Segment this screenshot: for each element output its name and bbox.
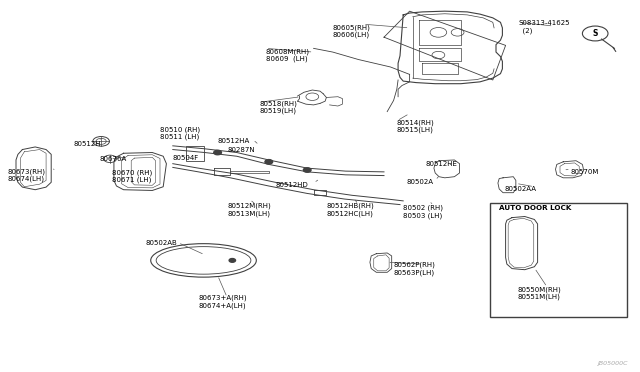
Bar: [186, 146, 204, 161]
Text: 80512HB(RH)
80512HC(LH): 80512HB(RH) 80512HC(LH): [326, 203, 374, 217]
Text: 80670 (RH)
80671 (LH): 80670 (RH) 80671 (LH): [112, 169, 152, 183]
Text: 80512M(RH)
80513M(LH): 80512M(RH) 80513M(LH): [227, 203, 271, 217]
Text: 80502AB: 80502AB: [146, 240, 178, 246]
Text: 80514(RH)
80515(LH): 80514(RH) 80515(LH): [397, 119, 435, 133]
Text: JB05000C: JB05000C: [596, 362, 627, 366]
Text: 80502AA: 80502AA: [504, 186, 536, 192]
Text: 80287N: 80287N: [227, 147, 255, 153]
Text: S08313-41625
  (2): S08313-41625 (2): [518, 20, 570, 34]
Text: 80512HE: 80512HE: [426, 161, 458, 167]
Text: S: S: [593, 29, 598, 38]
Text: 80673(RH)
80674(LH): 80673(RH) 80674(LH): [8, 168, 45, 182]
Ellipse shape: [156, 247, 251, 274]
Circle shape: [214, 150, 221, 155]
Text: 80570M: 80570M: [571, 169, 599, 174]
Text: 80512H: 80512H: [74, 141, 101, 147]
Circle shape: [265, 160, 273, 164]
Text: 80512HD: 80512HD: [275, 182, 308, 188]
Text: 80502A: 80502A: [406, 179, 433, 185]
Text: 80504F: 80504F: [173, 155, 199, 161]
Text: AUTO DOOR LOCK: AUTO DOOR LOCK: [499, 205, 572, 211]
Ellipse shape: [151, 244, 256, 277]
Text: 80676A: 80676A: [99, 156, 127, 162]
Text: 80518(RH)
80519(LH): 80518(RH) 80519(LH): [259, 100, 297, 115]
Circle shape: [303, 168, 311, 172]
Text: 80673+A(RH)
80674+A(LH): 80673+A(RH) 80674+A(LH): [198, 295, 247, 309]
Bar: [490, 203, 627, 317]
Text: 80608M(RH)
80609  (LH): 80608M(RH) 80609 (LH): [266, 48, 310, 62]
Text: 80510 (RH)
80511 (LH): 80510 (RH) 80511 (LH): [160, 126, 200, 141]
Circle shape: [229, 259, 236, 262]
Text: 80512HA: 80512HA: [218, 138, 250, 144]
Text: 80502 (RH)
80503 (LH): 80502 (RH) 80503 (LH): [403, 205, 443, 219]
Text: 80550M(RH)
80551M(LH): 80550M(RH) 80551M(LH): [517, 286, 561, 301]
Text: 80605(RH)
80606(LH): 80605(RH) 80606(LH): [333, 24, 371, 38]
Text: 80562P(RH)
80563P(LH): 80562P(RH) 80563P(LH): [394, 262, 435, 276]
